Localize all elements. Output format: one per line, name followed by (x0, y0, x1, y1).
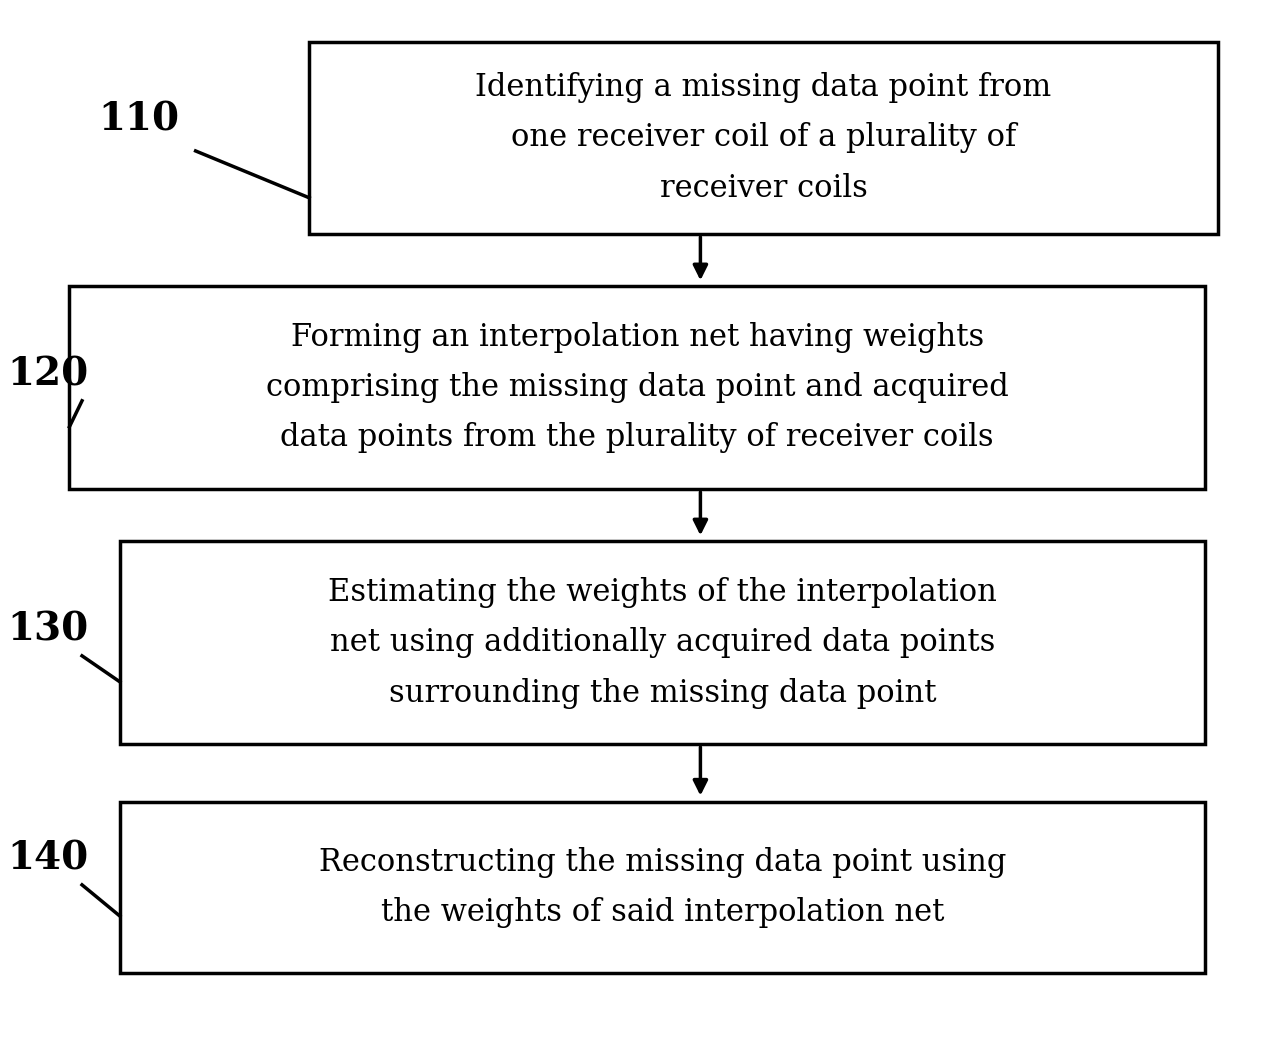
Bar (69, 286, 1205, 489)
Text: Identifying a missing data point from
one receiver coil of a plurality of
receiv: Identifying a missing data point from on… (476, 72, 1051, 204)
Text: 120: 120 (8, 356, 88, 393)
Text: Estimating the weights of the interpolation
net using additionally acquired data: Estimating the weights of the interpolat… (328, 577, 997, 709)
Text: 110: 110 (98, 101, 179, 138)
Bar (120, 802, 1205, 973)
Text: 140: 140 (8, 840, 88, 878)
Text: Reconstructing the missing data point using
the weights of said interpolation ne: Reconstructing the missing data point us… (319, 846, 1006, 929)
Bar (309, 42, 1218, 234)
Text: 130: 130 (8, 611, 88, 649)
Bar (120, 541, 1205, 744)
Text: Forming an interpolation net having weights
comprising the missing data point an: Forming an interpolation net having weig… (266, 322, 1008, 454)
